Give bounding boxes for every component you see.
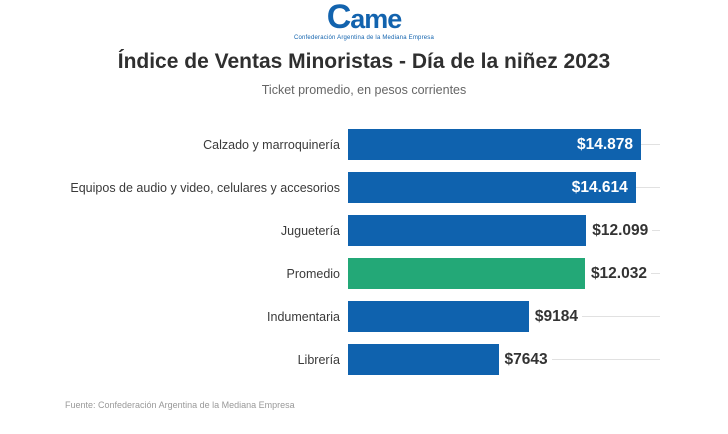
bar-row: Equipos de audio y video, celulares y ac… xyxy=(0,166,668,209)
bar xyxy=(348,258,585,289)
bar-row: Juguetería $12.099 xyxy=(0,209,668,252)
plot-area: $14.614 xyxy=(348,166,660,209)
category-label: Promedio xyxy=(286,266,341,281)
page-subtitle: Ticket promedio, en pesos corrientes xyxy=(261,83,467,97)
plot-area: $12.099 xyxy=(348,209,660,252)
bar-value-label: $9184 xyxy=(528,306,582,327)
bar-row: Indumentaria $9184 xyxy=(0,295,668,338)
plot-area: $7643 xyxy=(348,338,660,381)
bar xyxy=(348,301,529,332)
category-label: Juguetería xyxy=(280,223,340,238)
came-logo-tagline: Confederación Argentina de la Mediana Em… xyxy=(293,35,435,41)
bar-row: Calzado y marroquinería $14.878 xyxy=(0,123,668,166)
bar-row: Librería $7643 xyxy=(0,338,668,381)
bar-value-label: $7643 xyxy=(498,349,552,370)
plot-area: $9184 xyxy=(348,295,660,338)
bar xyxy=(348,344,499,375)
bar-value-label: $14.878 xyxy=(576,135,633,153)
bar: $14.614 xyxy=(348,172,636,203)
page-title: Índice de Ventas Minoristas - Día de la … xyxy=(117,50,611,73)
source-note: Fuente: Confederación Argentina de la Me… xyxy=(65,400,295,410)
category-label: Calzado y marroquinería xyxy=(203,137,340,152)
bar-row: Promedio $12.032 xyxy=(0,252,668,295)
bar-value-label: $14.614 xyxy=(571,178,628,196)
bar-value-label: $12.032 xyxy=(584,263,651,284)
category-label: Indumentaria xyxy=(267,309,340,324)
bar: $14.878 xyxy=(348,129,641,160)
plot-area: $14.878 xyxy=(348,123,660,166)
plot-area: $12.032 xyxy=(348,252,660,295)
category-label: Librería xyxy=(297,352,340,367)
bar xyxy=(348,215,587,246)
category-label: Equipos de audio y video, celulares y ac… xyxy=(70,180,340,195)
came-logo: Came Confederación Argentina de la Media… xyxy=(0,2,728,42)
bar-value-label: $12.099 xyxy=(586,220,653,241)
bar-chart: Calzado y marroquinería $14.878 Equipos de… xyxy=(0,123,668,381)
came-logo-text: Came xyxy=(326,0,403,36)
